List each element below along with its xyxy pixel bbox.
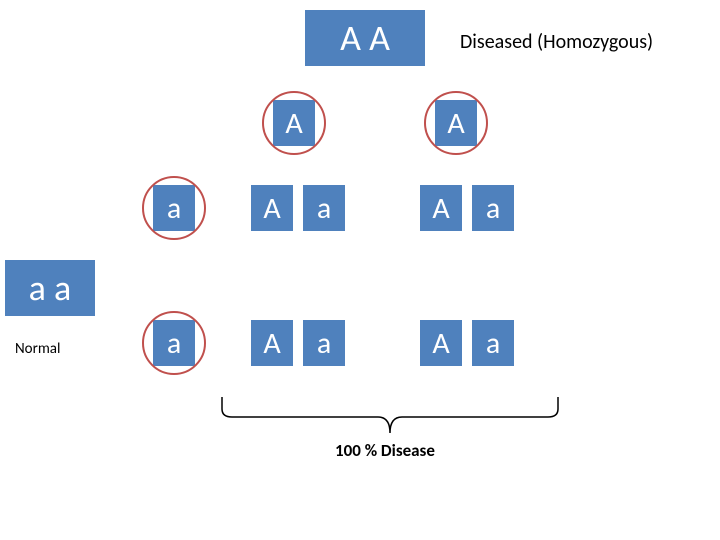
parent-left-gamete-1-circle	[142, 176, 206, 240]
offspring-1-allele-A: A	[251, 185, 293, 231]
parent-left-gamete-2-circle	[142, 311, 206, 375]
offspring-3-allele-A: A	[251, 320, 293, 366]
offspring-2-allele-A: A	[420, 185, 462, 231]
offspring-4-allele-A: A	[420, 320, 462, 366]
offspring-1-allele-a: a	[303, 185, 345, 231]
parent-top-gamete-2-circle	[424, 91, 488, 155]
parent-top-label: Diseased (Homozygous)	[460, 30, 653, 54]
outcome-label: 100 % Disease	[335, 440, 435, 461]
offspring-4-allele-a: a	[472, 320, 514, 366]
outcome-brace	[220, 395, 560, 435]
parent-top-genotype: A A	[305, 10, 425, 66]
parent-left-label: Normal	[15, 340, 60, 358]
parent-left-genotype: a a	[5, 260, 95, 316]
offspring-3-allele-a: a	[303, 320, 345, 366]
parent-top-gamete-1-circle	[262, 91, 326, 155]
offspring-2-allele-a: a	[472, 185, 514, 231]
